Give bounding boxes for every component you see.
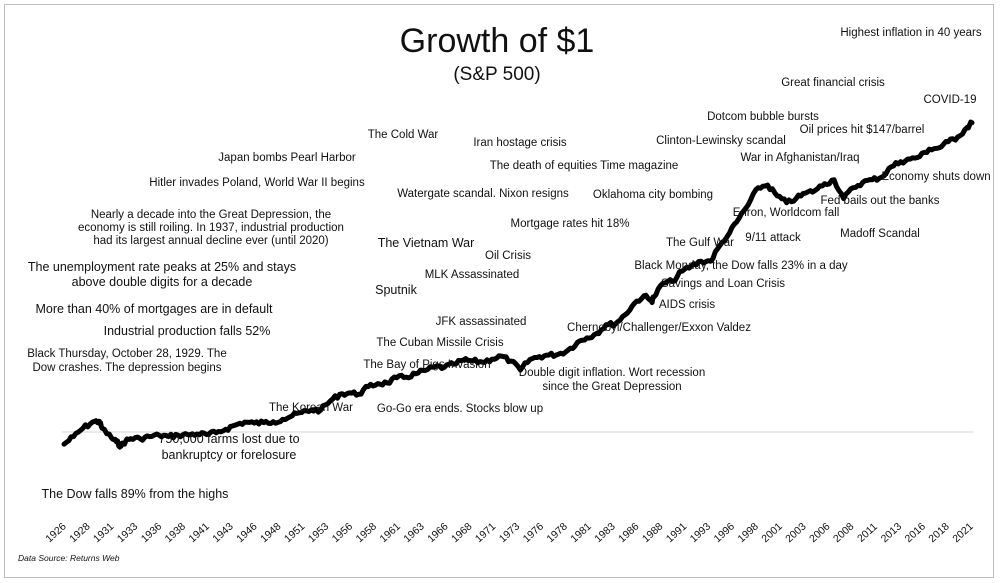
x-tick-label: 2011 bbox=[855, 521, 880, 545]
x-tick-label: 1966 bbox=[425, 520, 451, 545]
x-tick-label: 1958 bbox=[354, 520, 380, 545]
x-tick-label: 2003 bbox=[783, 520, 809, 545]
chart-frame bbox=[4, 4, 994, 578]
annotation-death-equities: The death of equities Time magazine bbox=[490, 160, 679, 172]
annotation-mortgages-default: More than 40% of mortgages are in defaul… bbox=[36, 302, 273, 316]
x-tick-label: 1983 bbox=[592, 520, 618, 545]
annotation-cold-war: The Cold War bbox=[368, 129, 439, 141]
x-tick-label: 2001 bbox=[759, 520, 785, 545]
annotation-economy-shuts: Economy shuts down bbox=[881, 171, 990, 183]
annotation-oklahoma: Oklahoma city bombing bbox=[593, 189, 713, 201]
x-tick-label: 1941 bbox=[186, 520, 212, 545]
x-tick-label: 1986 bbox=[616, 520, 642, 545]
annotation-hitler-poland: Hitler invades Poland, World War II begi… bbox=[149, 177, 365, 189]
x-tick-label: 1971 bbox=[473, 520, 499, 545]
x-tick-label: 2008 bbox=[831, 520, 857, 545]
annotation-farms-lost-line1: 750,000 farms lost due to bbox=[158, 432, 299, 446]
x-tick-label: 1951 bbox=[282, 520, 308, 545]
annotation-fed-bails: Fed bails out the banks bbox=[821, 195, 940, 207]
x-tick-label: 1978 bbox=[544, 520, 570, 545]
x-tick-label: 1948 bbox=[258, 520, 284, 545]
annotation-decade-depression-line1: Nearly a decade into the Great Depressio… bbox=[91, 209, 331, 221]
series-line bbox=[61, 119, 975, 450]
x-tick-label: 1981 bbox=[568, 520, 594, 545]
x-tick-label: 1993 bbox=[688, 520, 714, 545]
annotation-oil-crisis: Oil Crisis bbox=[485, 250, 531, 262]
annotation-savings-loan: Savings and Loan Crisis bbox=[661, 278, 785, 290]
annotation-great-financial-crisis: Great financial crisis bbox=[781, 77, 885, 89]
annotation-go-go: Go-Go era ends. Stocks blow up bbox=[377, 403, 543, 415]
annotation-sept11: 9/11 attack bbox=[745, 232, 801, 244]
x-tick-label: 1926 bbox=[43, 520, 69, 545]
x-tick-label: 1936 bbox=[139, 520, 165, 545]
annotation-chernobyl: Chernobyl/Challenger/Exxon Valdez bbox=[567, 322, 751, 334]
annotation-black-thursday-line1: Black Thursday, October 28, 1929. The bbox=[27, 348, 226, 360]
x-tick-label: 1933 bbox=[115, 520, 141, 545]
annotation-double-digit-line1: Double digit inflation. Wort recession bbox=[519, 367, 705, 379]
annotation-gulf-war: The Gulf War bbox=[666, 237, 734, 249]
x-tick-label: 2013 bbox=[879, 520, 905, 545]
annotation-decade-depression-line2: economy is still roiling. In 1937, indus… bbox=[78, 222, 344, 234]
annotation-mlk: MLK Assassinated bbox=[425, 269, 520, 281]
annotation-double-digit-line2: since the Great Depression bbox=[542, 381, 681, 393]
x-tick-label: 1996 bbox=[712, 520, 738, 545]
annotation-sputnik: Sputnik bbox=[375, 283, 417, 297]
x-tick-label: 1943 bbox=[210, 520, 236, 545]
annotation-decade-depression-line3: had its largest annual decline ever (unt… bbox=[93, 235, 328, 247]
annotation-dotcom: Dotcom bubble bursts bbox=[707, 111, 819, 123]
x-tick-label: 1953 bbox=[306, 520, 332, 545]
annotation-mortgage-18: Mortgage rates hit 18% bbox=[511, 218, 630, 230]
annotation-korean-war: The Korean War bbox=[269, 402, 353, 414]
annotation-afghanistan: War in Afghanistan/Iraq bbox=[740, 152, 859, 164]
x-tick-label: 1968 bbox=[449, 520, 475, 545]
annotation-oil-147: Oil prices hit $147/barrel bbox=[800, 124, 925, 136]
annotation-unemployment-line1: The unemployment rate peaks at 25% and s… bbox=[28, 260, 296, 274]
annotation-aids: AIDS crisis bbox=[659, 299, 715, 311]
annotation-vietnam: The Vietnam War bbox=[378, 236, 475, 250]
data-source: Data Source: Returns Web bbox=[18, 553, 120, 563]
annotation-highest-inflation: Highest inflation in 40 years bbox=[840, 27, 982, 39]
x-tick-label: 1973 bbox=[497, 520, 523, 545]
annotation-black-thursday-line2: Dow crashes. The depression begins bbox=[32, 362, 221, 374]
annotation-watergate: Watergate scandal. Nixon resigns bbox=[397, 188, 569, 200]
x-tick-label: 1931 bbox=[91, 520, 117, 545]
annotation-madoff: Madoff Scandal bbox=[840, 228, 920, 240]
annotation-dow-falls-89: The Dow falls 89% from the highs bbox=[42, 487, 229, 501]
x-tick-label: 1963 bbox=[401, 520, 427, 545]
x-tick-label: 2021 bbox=[950, 520, 976, 545]
x-tick-labels: 1926192819311933193619381941194319461948… bbox=[43, 520, 976, 545]
x-tick-label: 2018 bbox=[926, 520, 952, 545]
chart-subtitle: (S&P 500) bbox=[453, 64, 540, 85]
x-tick-label: 2006 bbox=[807, 520, 833, 545]
chart-title: Growth of $1 bbox=[400, 22, 595, 60]
annotation-jfk: JFK assassinated bbox=[436, 316, 527, 328]
x-tick-label: 1938 bbox=[163, 520, 189, 545]
x-tick-label: 1961 bbox=[377, 520, 403, 545]
annotations: Highest inflation in 40 years Great fina… bbox=[27, 27, 990, 501]
annotation-bay-of-pigs: The Bay of Pigs Invasion bbox=[363, 359, 490, 371]
annotation-clinton: Clinton-Lewinsky scandal bbox=[656, 135, 786, 147]
annotation-industrial-52: Industrial production falls 52% bbox=[104, 324, 271, 338]
annotation-unemployment-line2: above double digits for a decade bbox=[72, 275, 253, 289]
x-tick-label: 1988 bbox=[640, 520, 666, 545]
x-tick-label: 1946 bbox=[234, 520, 260, 545]
x-tick-label: 1976 bbox=[521, 520, 547, 545]
x-tick-label: 2016 bbox=[903, 520, 929, 545]
annotation-black-monday: Black Monday, the Dow falls 23% in a day bbox=[634, 260, 848, 272]
annotation-cuban-missile: The Cuban Missile Crisis bbox=[376, 337, 503, 349]
x-tick-label: 1998 bbox=[735, 520, 761, 545]
annotation-iran-hostage: Iran hostage crisis bbox=[473, 137, 567, 149]
annotation-covid: COVID-19 bbox=[923, 94, 976, 106]
x-tick-label: 1956 bbox=[330, 520, 356, 545]
x-tick-label: 1991 bbox=[664, 520, 690, 545]
annotation-farms-lost-line2: bankruptcy or forelosure bbox=[162, 448, 297, 462]
annotation-pearl-harbor: Japan bombs Pearl Harbor bbox=[218, 152, 356, 164]
x-tick-label: 1928 bbox=[67, 520, 93, 545]
annotation-enron: Enron, Worldcom fall bbox=[733, 207, 840, 219]
